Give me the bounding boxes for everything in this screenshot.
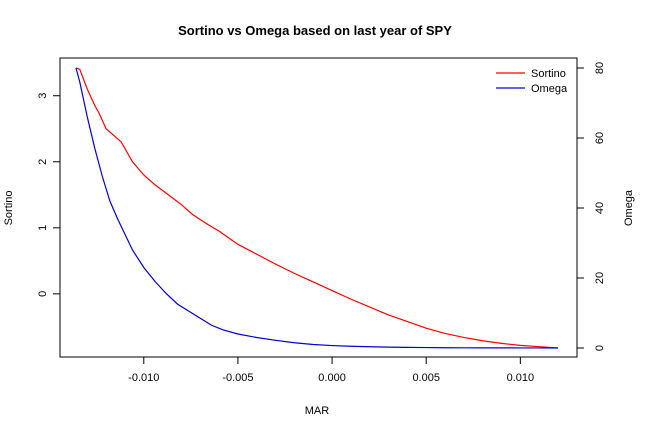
y-right-tick-label: 80 — [594, 62, 606, 74]
x-tick-label: 0.010 — [507, 372, 535, 384]
y-axis-left-label: Sortino — [3, 191, 15, 226]
y-left-tick-label: 0 — [37, 291, 49, 297]
y-axis-left: 0 1 2 3 — [37, 93, 61, 297]
y-axis-right: 0 20 40 60 80 — [576, 62, 606, 351]
y-right-tick-label: 40 — [594, 202, 606, 214]
y-left-tick-label: 2 — [37, 159, 49, 165]
y-right-tick-label: 0 — [594, 345, 606, 351]
legend-label-omega: Omega — [531, 83, 568, 95]
x-axis: -0.010 -0.005 0.000 0.005 0.010 — [128, 356, 535, 384]
legend-label-sortino: Sortino — [531, 68, 566, 80]
y-right-tick-label: 20 — [594, 272, 606, 284]
x-tick-label: 0.000 — [318, 372, 346, 384]
y-axis-right-label: Omega — [623, 189, 635, 226]
series-layer — [75, 67, 559, 349]
series-line-omega — [75, 67, 559, 349]
y-right-tick-label: 60 — [594, 132, 606, 144]
y-left-tick-label: 3 — [37, 93, 49, 99]
chart-title: Sortino vs Omega based on last year of S… — [178, 23, 452, 38]
x-tick-label: 0.005 — [412, 372, 440, 384]
plot-frame — [59, 57, 578, 358]
x-axis-label: MAR — [305, 405, 330, 417]
y-left-tick-label: 1 — [37, 225, 49, 231]
series-line-sortino — [75, 67, 559, 349]
x-tick-label: -0.010 — [128, 372, 159, 384]
legend: Sortino Omega — [496, 68, 568, 95]
x-tick-label: -0.005 — [222, 372, 253, 384]
